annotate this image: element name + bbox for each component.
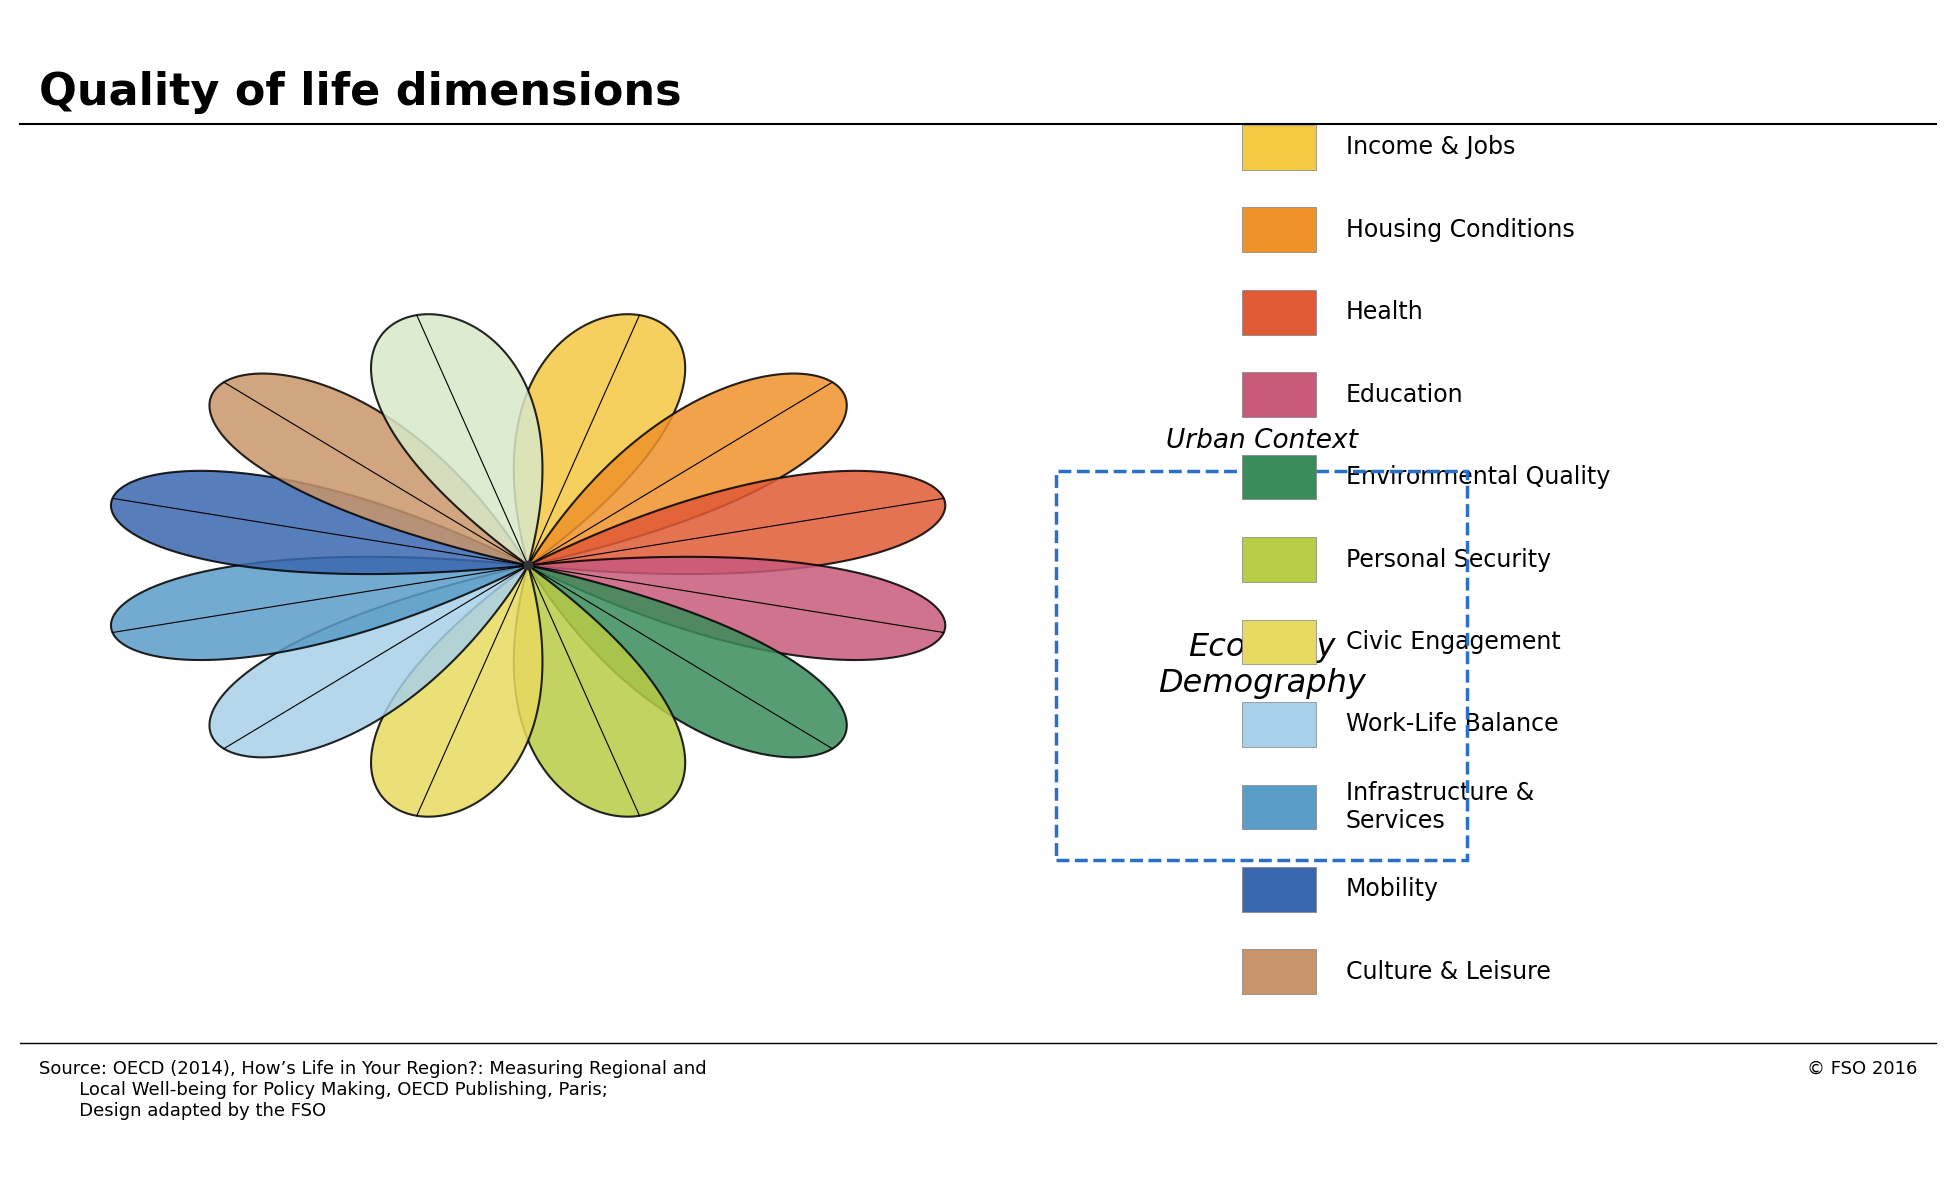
- Text: © FSO 2016: © FSO 2016: [1806, 1060, 1916, 1078]
- Text: Education: Education: [1345, 383, 1462, 406]
- Text: Income & Jobs: Income & Jobs: [1345, 135, 1515, 159]
- Text: Urban Context: Urban Context: [1165, 428, 1357, 454]
- Polygon shape: [371, 315, 542, 565]
- Bar: [1241, 290, 1316, 335]
- Text: Source: OECD (2014), How’s Life in Your Region?: Measuring Regional and
       L: Source: OECD (2014), How’s Life in Your …: [39, 1060, 706, 1120]
- Polygon shape: [209, 565, 528, 757]
- Bar: [1241, 949, 1316, 994]
- Text: Quality of life dimensions: Quality of life dimensions: [39, 71, 682, 114]
- Bar: [1241, 372, 1316, 417]
- Text: Health: Health: [1345, 300, 1423, 324]
- Polygon shape: [514, 565, 684, 816]
- Polygon shape: [209, 373, 528, 565]
- Text: Infrastructure &
Services: Infrastructure & Services: [1345, 781, 1533, 833]
- Bar: [1241, 702, 1316, 747]
- Text: Mobility: Mobility: [1345, 878, 1439, 901]
- Polygon shape: [371, 565, 542, 816]
- Bar: [1241, 125, 1316, 170]
- Text: Work-Life Balance: Work-Life Balance: [1345, 713, 1558, 736]
- Bar: [1056, 471, 1466, 860]
- Bar: [1241, 785, 1316, 829]
- Polygon shape: [514, 315, 684, 565]
- Text: Housing Conditions: Housing Conditions: [1345, 218, 1574, 241]
- Polygon shape: [111, 557, 528, 660]
- Polygon shape: [528, 373, 847, 565]
- Polygon shape: [528, 565, 847, 757]
- Polygon shape: [528, 471, 944, 574]
- Text: Civic Engagement: Civic Engagement: [1345, 630, 1560, 654]
- Polygon shape: [111, 471, 528, 574]
- Text: Environmental Quality: Environmental Quality: [1345, 465, 1609, 489]
- Bar: [1241, 537, 1316, 582]
- Text: Economy
Demography: Economy Demography: [1157, 633, 1365, 699]
- Bar: [1241, 455, 1316, 499]
- Polygon shape: [528, 557, 944, 660]
- Text: Personal Security: Personal Security: [1345, 548, 1550, 571]
- Bar: [1241, 867, 1316, 912]
- Bar: [1241, 207, 1316, 252]
- Bar: [1241, 620, 1316, 664]
- Text: Culture & Leisure: Culture & Leisure: [1345, 960, 1550, 984]
